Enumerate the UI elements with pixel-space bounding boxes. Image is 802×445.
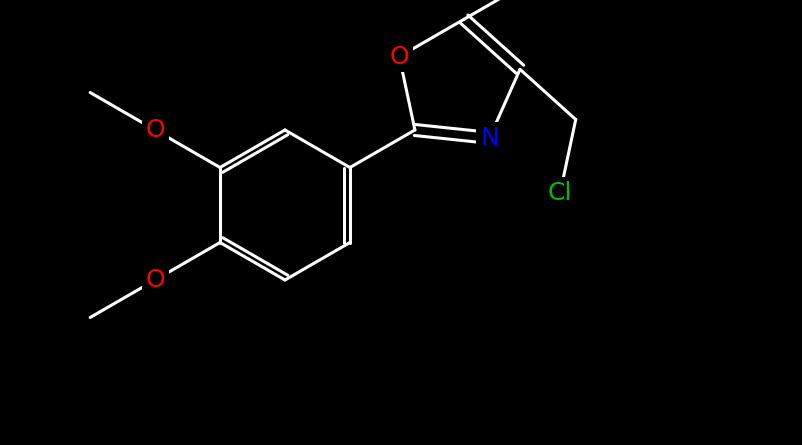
- Text: Cl: Cl: [547, 181, 572, 205]
- Text: N: N: [480, 126, 498, 150]
- Text: O: O: [145, 118, 164, 142]
- Text: O: O: [145, 268, 164, 292]
- Text: O: O: [389, 44, 408, 69]
